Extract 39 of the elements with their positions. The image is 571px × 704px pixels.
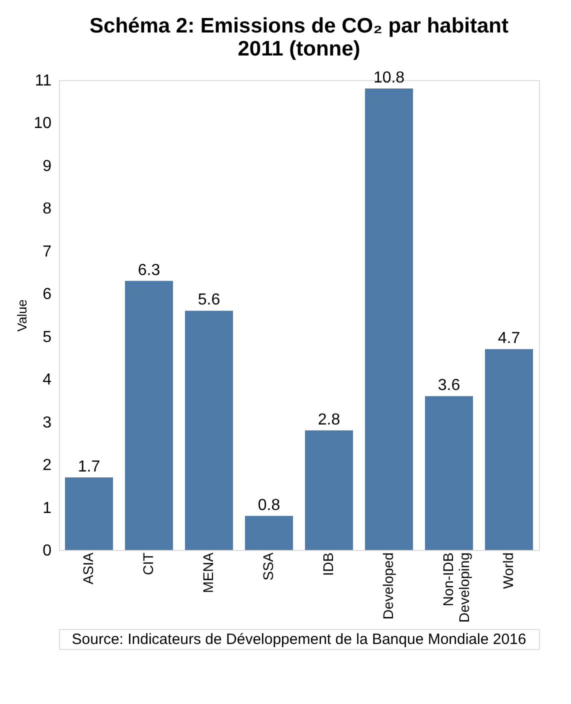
x-tick-label: CIT [140, 552, 156, 576]
y-tick-label: 9 [42, 158, 52, 175]
data-label: 5.6 [198, 292, 220, 309]
y-tick-label: 0 [42, 542, 52, 560]
y-tick-label: 5 [42, 328, 52, 346]
bar [485, 349, 533, 550]
chart-title: Schéma 2: Emissions de CO₂ par habitant 2011 (tonne) [90, 14, 508, 61]
source-note: Source: Indicateurs de Développement de la Banque Mondiale 2016 [72, 631, 526, 648]
y-tick-label: 3 [42, 414, 52, 432]
y-tick-label: 4 [42, 372, 52, 389]
bar [425, 396, 473, 550]
data-label: 10.8 [373, 70, 405, 87]
y-axis-title: Value [14, 299, 30, 332]
x-tick-label: ASIA [80, 552, 96, 584]
bar [305, 430, 353, 550]
x-tick-label: MENA [200, 552, 216, 593]
y-tick-label: 1 [42, 500, 52, 517]
bar [185, 310, 233, 550]
x-tick-label: IDB [320, 552, 336, 576]
data-label: 6.3 [138, 262, 160, 279]
data-label: 4.7 [498, 330, 520, 348]
y-tick-label: 8 [42, 200, 52, 218]
bar [365, 88, 413, 550]
y-tick-label: 7 [42, 243, 52, 260]
y-tick-label: 10 [34, 115, 52, 132]
data-label: 1.7 [78, 458, 100, 476]
y-tick-label: 2 [42, 457, 52, 474]
y-tick-label: 6 [42, 286, 52, 304]
data-label: 2.8 [318, 411, 340, 428]
bar [65, 477, 113, 550]
x-tick-label: SSA [260, 552, 276, 581]
bar [245, 516, 293, 550]
data-label: 0.8 [258, 496, 280, 514]
bar [125, 280, 173, 550]
x-tick-label: World [500, 552, 516, 589]
x-tick-label: Non-IDB Developing [440, 552, 472, 623]
y-tick-label: 11 [34, 72, 52, 90]
data-label: 3.6 [438, 377, 460, 394]
x-tick-label: Developed [380, 552, 396, 620]
